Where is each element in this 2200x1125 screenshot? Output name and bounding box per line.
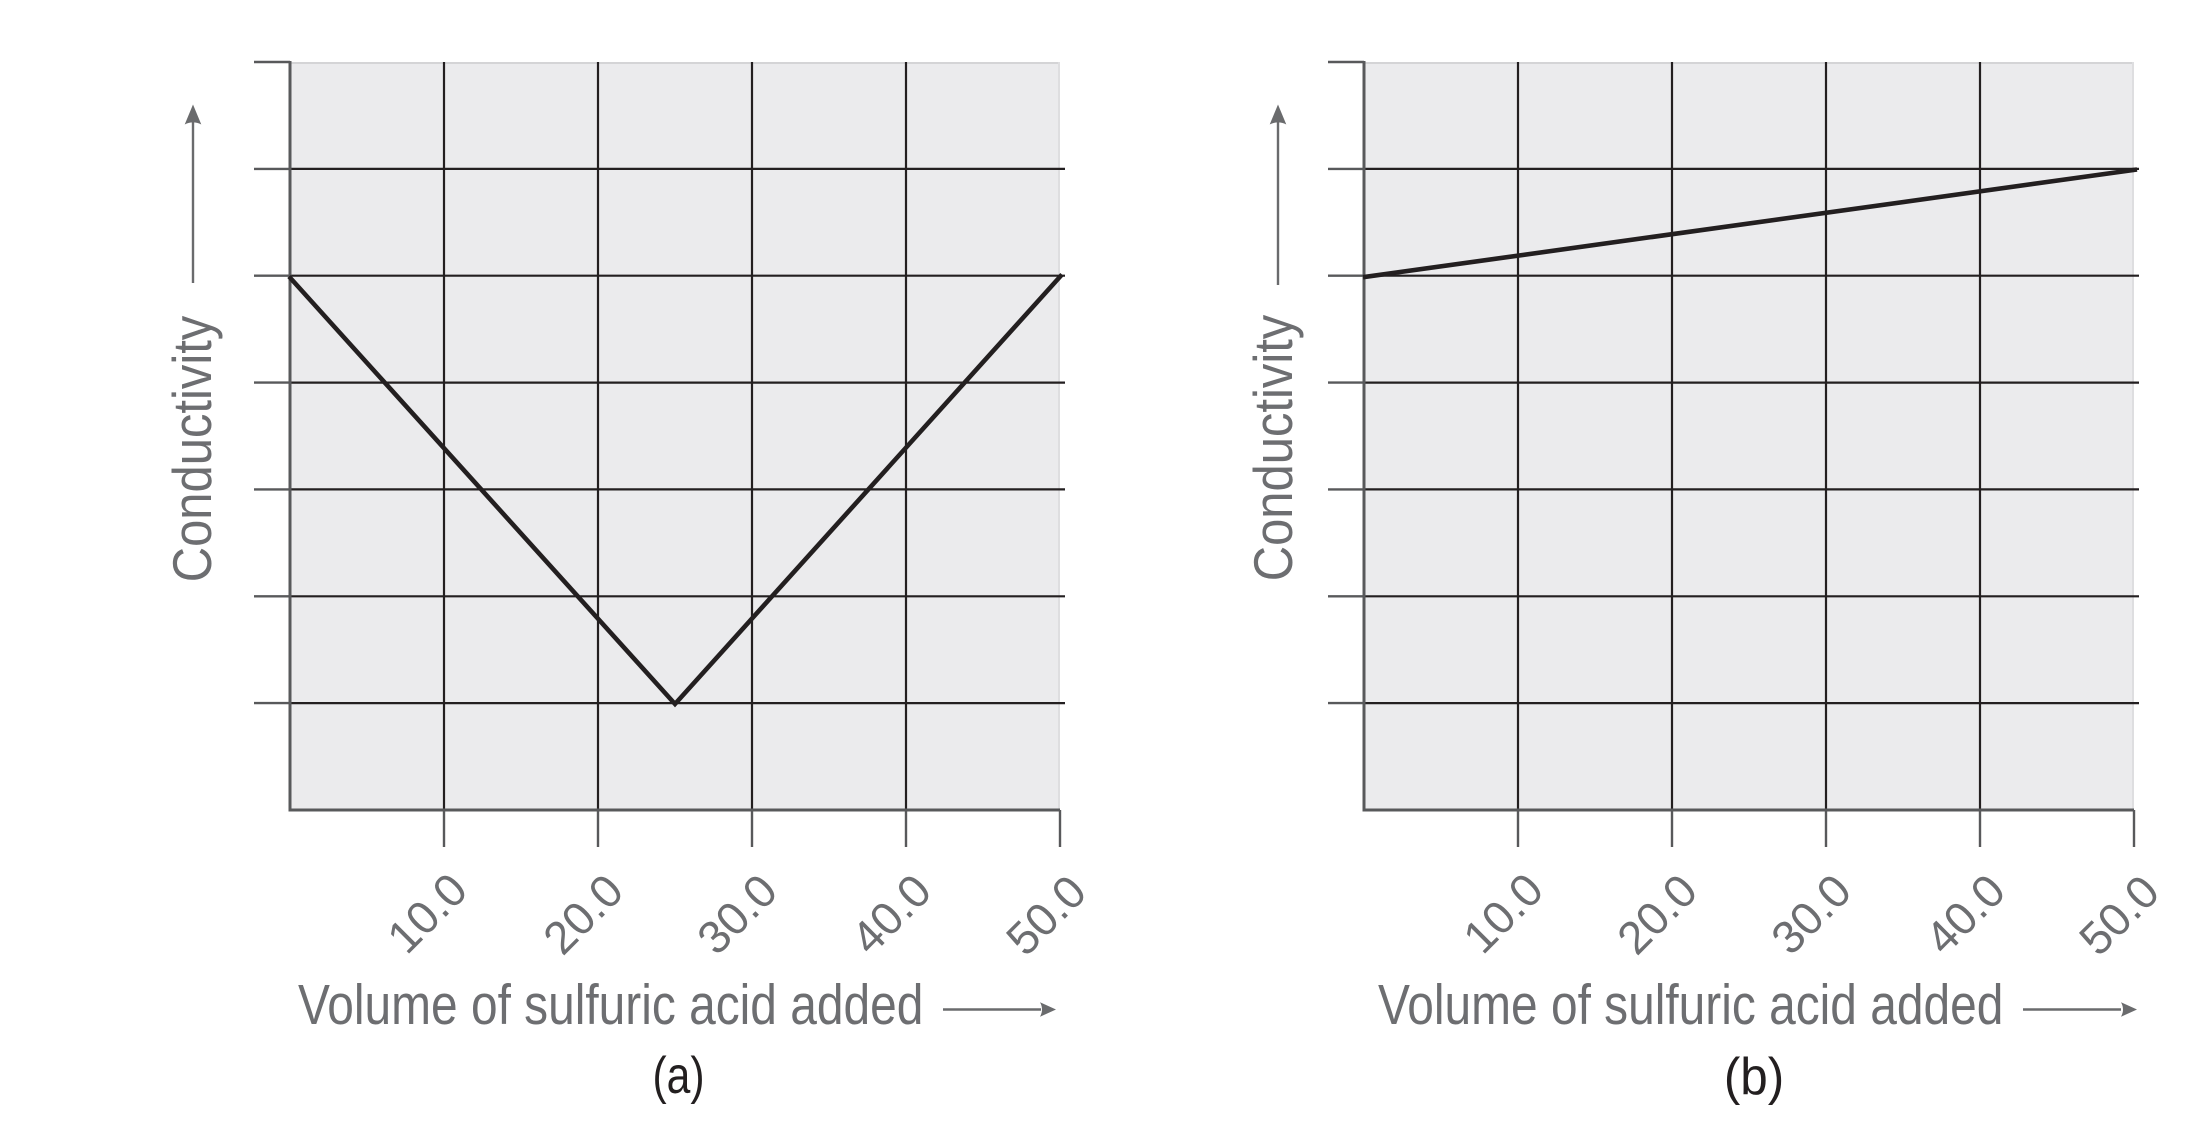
svg-text:40.0: 40.0	[1915, 864, 2015, 964]
svg-text:Conductivity: Conductivity	[1243, 315, 1304, 582]
svg-text:(a): (a)	[652, 1047, 704, 1105]
svg-text:Conductivity: Conductivity	[162, 316, 223, 583]
svg-text:40.0: 40.0	[841, 864, 941, 964]
svg-text:20.0: 20.0	[1607, 864, 1707, 964]
svg-text:30.0: 30.0	[1761, 864, 1861, 964]
svg-text:Volume of sulfuric acid added: Volume of sulfuric acid added	[298, 973, 923, 1037]
svg-text:20.0: 20.0	[533, 864, 633, 964]
svg-text:10.0: 10.0	[377, 863, 477, 963]
svg-text:50.0: 50.0	[996, 865, 1096, 965]
svg-text:Volume of sulfuric acid added: Volume of sulfuric acid added	[1378, 973, 2003, 1037]
svg-text:30.0: 30.0	[687, 864, 787, 964]
svg-text:(b): (b)	[1724, 1047, 1784, 1105]
svg-text:50.0: 50.0	[2069, 865, 2169, 965]
svg-text:10.0: 10.0	[1453, 863, 1553, 963]
